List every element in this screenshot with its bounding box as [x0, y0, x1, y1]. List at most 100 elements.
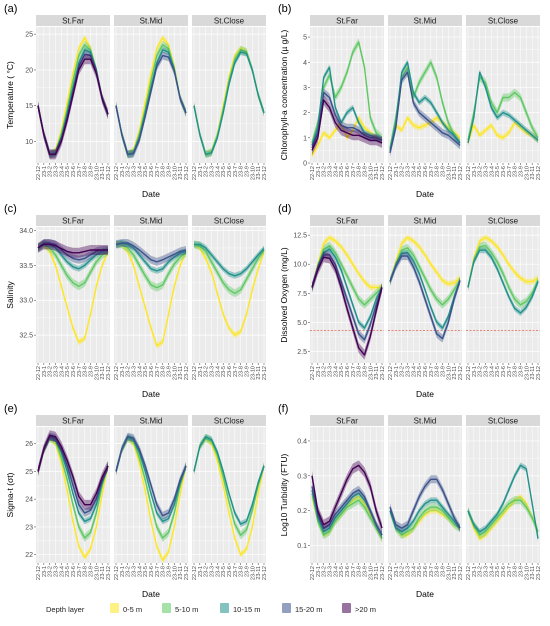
series-line — [467, 464, 539, 539]
x-tick-label: 23-8 — [513, 366, 519, 377]
x-tick-label: 23-6 — [227, 566, 233, 577]
series-line — [311, 464, 383, 529]
series-line — [193, 243, 265, 294]
legend-key-10-15m — [220, 603, 229, 613]
facet-title: St.Far — [336, 217, 358, 226]
series-line — [311, 66, 383, 146]
chart-panel-f: (f) Log10 Turbidity (FTU) 0.1 0.2 0.3 0.4 St.F… — [278, 403, 542, 599]
facet-title: St.Close — [214, 17, 245, 26]
x-tick-label: 23-1 — [120, 566, 126, 577]
series-line — [467, 496, 539, 540]
confidence-band — [312, 460, 382, 534]
legend-title: Depth layer — [46, 605, 85, 614]
y-tick-label: 33.0 — [19, 298, 33, 305]
x-tick-label: 23-10 — [94, 166, 100, 180]
x-tick-label: 22-12 — [388, 566, 394, 580]
facet-title: St.Mid — [414, 17, 437, 26]
x-tick-label: 23-7 — [351, 566, 357, 577]
confidence-band — [468, 73, 538, 145]
confidence-band — [312, 95, 382, 156]
y-tick-label: 3 — [303, 85, 307, 92]
x-tick-label: 23-3 — [132, 366, 138, 377]
y-tick-label: 22 — [25, 552, 33, 559]
x-tick-label: 23-11 — [452, 566, 458, 580]
y-tick-label: 12.5 — [293, 233, 307, 240]
x-tick-label: 23-3 — [54, 566, 60, 577]
x-tick-label: 23-9 — [519, 566, 525, 577]
x-tick-label: 23-6 — [501, 166, 507, 177]
x-tick-label: 23-2 — [322, 166, 328, 177]
x-tick-label: 23-6 — [501, 566, 507, 577]
x-tick-label: 23-6 — [345, 366, 351, 377]
x-tick-label: 23-10 — [368, 566, 374, 580]
x-tick-label: 23-10 — [172, 366, 178, 380]
x-tick-label: 23-5 — [221, 566, 227, 577]
x-tick-label: 22-12 — [310, 166, 316, 180]
x-tick-label: 22-12 — [36, 166, 42, 180]
series-line — [467, 499, 539, 536]
x-tick-label: 23-4 — [411, 566, 417, 577]
legend-label-gt20m: >20 m — [355, 605, 377, 614]
x-tick-label: 23-5 — [339, 366, 345, 377]
y-tick-label: 0.3 — [297, 473, 307, 480]
confidence-band — [312, 493, 382, 542]
facet-strip — [36, 15, 110, 26]
x-tick-label: 22-12 — [466, 166, 472, 180]
x-tick-label: 23-9 — [245, 566, 251, 577]
x-tick-label: 23-8 — [83, 566, 89, 577]
x-tick-label: 23-7 — [233, 566, 239, 577]
x-tick-label: 23-11 — [100, 366, 106, 380]
x-tick-label: 23-2 — [400, 566, 406, 577]
x-tick-label: 23-10 — [368, 366, 374, 380]
x-tick-label: 22-12 — [192, 566, 198, 580]
x-tick-label: 23-4 — [59, 566, 65, 577]
x-tick-label: 23-12 — [262, 166, 268, 180]
x-tick-label: 23-2 — [204, 566, 210, 577]
facet-title: St.Close — [214, 217, 245, 226]
x-tick-label: 23-3 — [54, 166, 60, 177]
x-tick-label: 23-1 — [394, 566, 400, 577]
x-tick-label: 23-12 — [458, 166, 464, 180]
x-tick-label: 23-11 — [256, 566, 262, 580]
x-tick-label: 23-3 — [132, 166, 138, 177]
x-tick-label: 23-9 — [245, 366, 251, 377]
x-tick-label: 23-7 — [507, 566, 513, 577]
series-line — [116, 243, 187, 347]
confidence-band — [194, 240, 264, 298]
facet-strip — [388, 215, 462, 226]
x-tick-label: 23-8 — [435, 366, 441, 377]
series-line — [37, 243, 109, 343]
x-tick-label: 23-10 — [250, 166, 256, 180]
x-tick-label: 23-4 — [137, 566, 143, 577]
series-line — [115, 436, 187, 517]
facet-strip — [310, 215, 384, 226]
x-tick-label: 23-12 — [262, 366, 268, 380]
facet-title: St.Far — [62, 217, 84, 226]
x-tick-label: 23-7 — [155, 366, 161, 377]
facet-title: St.Close — [488, 217, 519, 226]
y-axis-title: Salinity — [5, 281, 15, 309]
series-line — [37, 58, 109, 156]
series-line — [389, 499, 461, 533]
x-tick-label: 23-2 — [322, 366, 328, 377]
x-tick-label: 23-7 — [429, 366, 435, 377]
x-tick-label: 23-1 — [198, 366, 204, 377]
x-tick-label: 23-1 — [42, 166, 48, 177]
x-tick-label: 23-3 — [328, 566, 334, 577]
x-tick-label: 23-8 — [435, 166, 441, 177]
x-tick-label: 23-5 — [495, 166, 501, 177]
series-line — [467, 249, 539, 314]
x-tick-label: 23-9 — [441, 366, 447, 377]
x-tick-label: 23-10 — [94, 366, 100, 380]
y-axis-title: Dissolved Oxygen (mg/L) — [279, 247, 289, 343]
x-tick-label: 23-8 — [83, 366, 89, 377]
x-tick-label: 23-4 — [59, 366, 65, 377]
